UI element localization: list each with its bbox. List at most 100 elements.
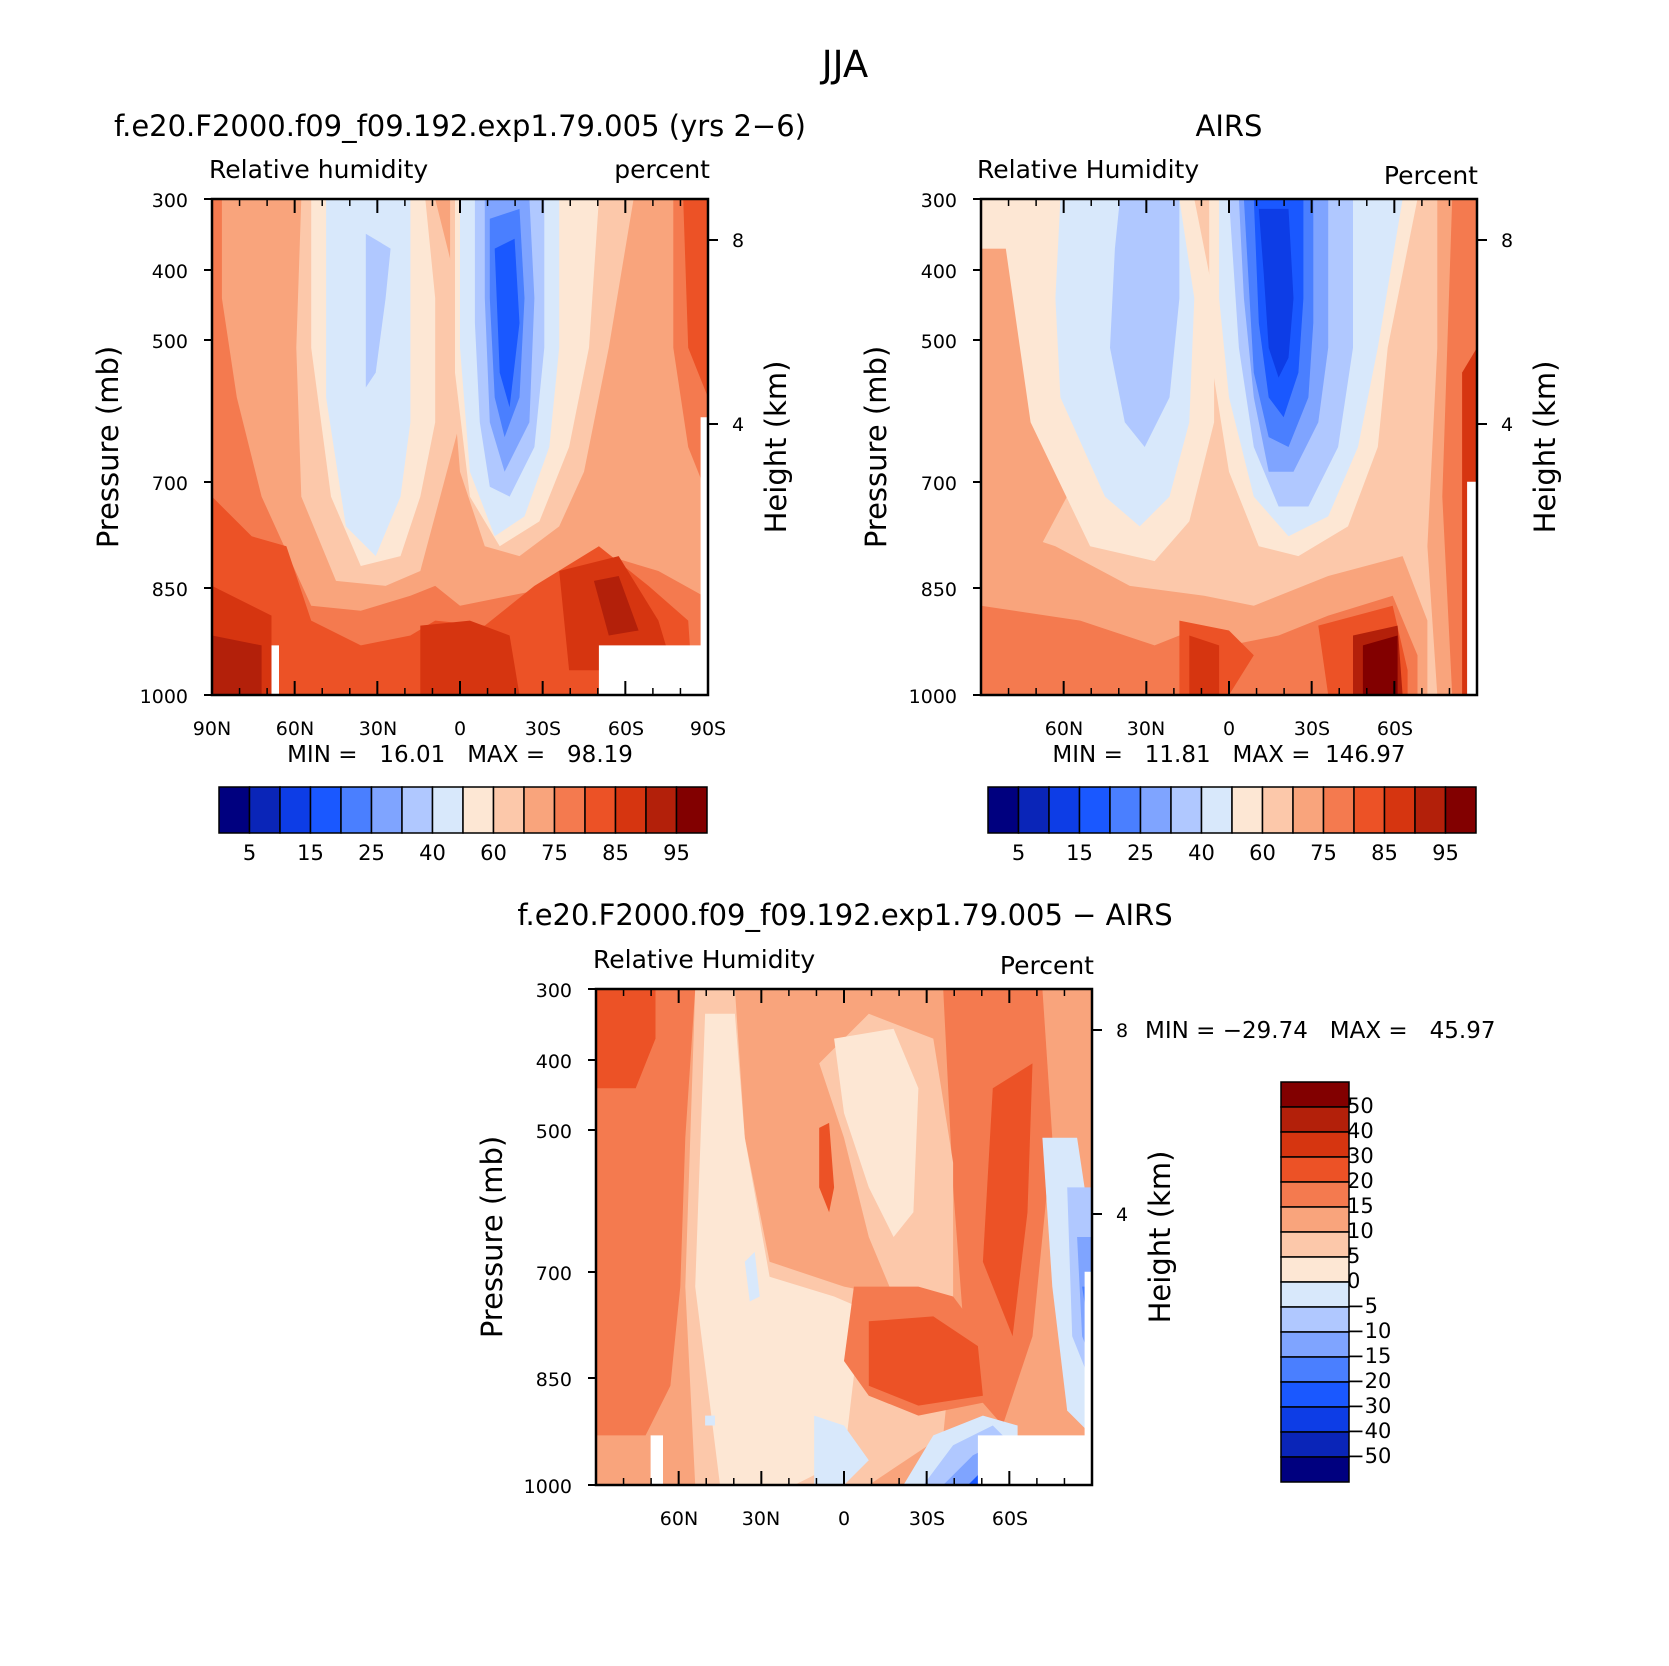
panel1-ytick-400: 400 bbox=[152, 261, 188, 283]
cb2-label-95: 95 bbox=[1432, 841, 1459, 865]
panel2-ytick-1000: 1000 bbox=[909, 686, 957, 708]
panel2-ytick-500: 500 bbox=[921, 331, 957, 353]
colorbar-box bbox=[645, 786, 678, 834]
cb3-label-neg15: −15 bbox=[1347, 1344, 1391, 1368]
colorbar-box bbox=[1109, 786, 1142, 834]
contour-fill bbox=[982, 1063, 1033, 1337]
panel1-colorbar bbox=[218, 786, 708, 834]
panel1-ticks bbox=[204, 198, 718, 696]
colorbar-box bbox=[340, 786, 373, 834]
panel2-ytick-700: 700 bbox=[921, 473, 957, 495]
panel1-ytick-300: 300 bbox=[152, 190, 188, 212]
colorbar-box bbox=[1280, 1281, 1350, 1308]
panel1-plot bbox=[212, 199, 708, 695]
cb2-label-15: 15 bbox=[1066, 841, 1093, 865]
panel2-ytick-300: 300 bbox=[921, 190, 957, 212]
contour-fill bbox=[212, 635, 262, 695]
cb3-label-20: 20 bbox=[1347, 1169, 1374, 1193]
colorbar-box bbox=[523, 786, 556, 834]
cb3-label-10: 10 bbox=[1347, 1219, 1374, 1243]
cb1-label-40: 40 bbox=[419, 841, 446, 865]
colorbar-box bbox=[279, 786, 312, 834]
colorbar-box bbox=[401, 786, 434, 834]
cb3-label-30: 30 bbox=[1347, 1144, 1374, 1168]
colorbar-box bbox=[1292, 786, 1325, 834]
panel3-xtick-0: 0 bbox=[838, 1508, 850, 1530]
panel1-y2tick-8: 8 bbox=[732, 230, 744, 252]
colorbar-box bbox=[614, 786, 647, 834]
contour-fill bbox=[420, 620, 520, 695]
contour-fill bbox=[834, 1028, 919, 1237]
colorbar-box bbox=[1078, 786, 1111, 834]
colorbar-box bbox=[1261, 786, 1294, 834]
panel3-xtick-30s: 30S bbox=[909, 1508, 945, 1530]
panel1-xtick-0: 0 bbox=[454, 718, 466, 740]
colorbar-box bbox=[431, 786, 464, 834]
panel3-y2tick-8: 8 bbox=[1116, 1020, 1128, 1042]
cb2-label-60: 60 bbox=[1249, 841, 1276, 865]
colorbar-box bbox=[1280, 1356, 1350, 1383]
cb3-label-neg50: −50 bbox=[1347, 1444, 1391, 1468]
cb1-label-25: 25 bbox=[358, 841, 385, 865]
contour-fill bbox=[365, 233, 391, 388]
panel1-ytick-500: 500 bbox=[152, 331, 188, 353]
cb3-label-40: 40 bbox=[1347, 1119, 1374, 1143]
panel1-xtick-60n: 60N bbox=[276, 718, 314, 740]
cb3-label-neg20: −20 bbox=[1347, 1369, 1391, 1393]
panel3-ytick-300: 300 bbox=[536, 980, 572, 1002]
cb2-label-40: 40 bbox=[1188, 841, 1215, 865]
colorbar-box bbox=[1139, 786, 1172, 834]
cb1-label-85: 85 bbox=[602, 841, 629, 865]
panel2-colorbar-labels: 5 15 25 40 60 75 85 95 bbox=[1012, 841, 1459, 865]
colorbar-box bbox=[1280, 1331, 1350, 1358]
colorbar-box bbox=[1280, 1131, 1350, 1158]
colorbar-box bbox=[218, 786, 251, 834]
colorbar-box bbox=[1444, 786, 1477, 834]
panel2-ticks bbox=[973, 198, 1487, 696]
colorbar-box bbox=[1017, 786, 1050, 834]
panel3-xtick-60s: 60S bbox=[992, 1508, 1028, 1530]
colorbar-box bbox=[1170, 786, 1203, 834]
panel3-ytick-500: 500 bbox=[536, 1121, 572, 1143]
cb2-label-85: 85 bbox=[1371, 841, 1398, 865]
contour-fill bbox=[814, 1415, 869, 1485]
cb3-label-neg40: −40 bbox=[1347, 1419, 1391, 1443]
panel-difference: f.e20.F2000.f09_f09.192.exp1.79.005 − AI… bbox=[475, 898, 1495, 1530]
panel1-ylabel: Pressure (mb) bbox=[91, 346, 125, 548]
panel1-ytick-850: 850 bbox=[152, 579, 188, 601]
panel1-left-label: Relative humidity bbox=[209, 155, 428, 184]
panel2-colorbar bbox=[987, 786, 1477, 834]
colorbar-box bbox=[553, 786, 586, 834]
panel1-colorbar-labels: 5 15 25 40 60 75 85 95 bbox=[243, 841, 690, 865]
cb1-label-95: 95 bbox=[663, 841, 690, 865]
panel2-left-label: Relative Humidity bbox=[977, 155, 1199, 184]
colorbar-box bbox=[1048, 786, 1081, 834]
colorbar-box bbox=[1280, 1231, 1350, 1258]
panel2-xtick-30n: 30N bbox=[1127, 718, 1165, 740]
panel1-y2label: Height (km) bbox=[759, 361, 793, 534]
cb3-label-neg30: −30 bbox=[1347, 1394, 1391, 1418]
contour-fill bbox=[1362, 635, 1398, 695]
panel1-xtick-90s: 90S bbox=[690, 718, 726, 740]
panel3-xtick-60n: 60N bbox=[660, 1508, 698, 1530]
panel3-title: f.e20.F2000.f09_f09.192.exp1.79.005 − AI… bbox=[517, 898, 1172, 932]
panel1-y2tick-4: 4 bbox=[732, 414, 744, 436]
contour-fill bbox=[598, 645, 703, 695]
cb1-label-75: 75 bbox=[541, 841, 568, 865]
cb1-label-15: 15 bbox=[297, 841, 324, 865]
colorbar-box bbox=[1280, 1306, 1350, 1333]
cb3-label-neg10: −10 bbox=[1347, 1319, 1391, 1343]
panel3-y2label: Height (km) bbox=[1143, 1151, 1177, 1324]
colorbar-box bbox=[1322, 786, 1355, 834]
panel3-y2tick-4: 4 bbox=[1116, 1204, 1128, 1226]
contour-fill bbox=[700, 417, 708, 695]
colorbar-box bbox=[1280, 1081, 1350, 1108]
colorbar-box bbox=[1414, 786, 1447, 834]
panel3-left-label: Relative Humidity bbox=[593, 945, 815, 974]
cb2-label-75: 75 bbox=[1310, 841, 1337, 865]
contour-fill bbox=[1258, 208, 1294, 378]
panel3-right-label: Percent bbox=[1000, 951, 1094, 980]
contour-fill bbox=[1110, 199, 1180, 447]
contour-fill bbox=[596, 989, 656, 1089]
